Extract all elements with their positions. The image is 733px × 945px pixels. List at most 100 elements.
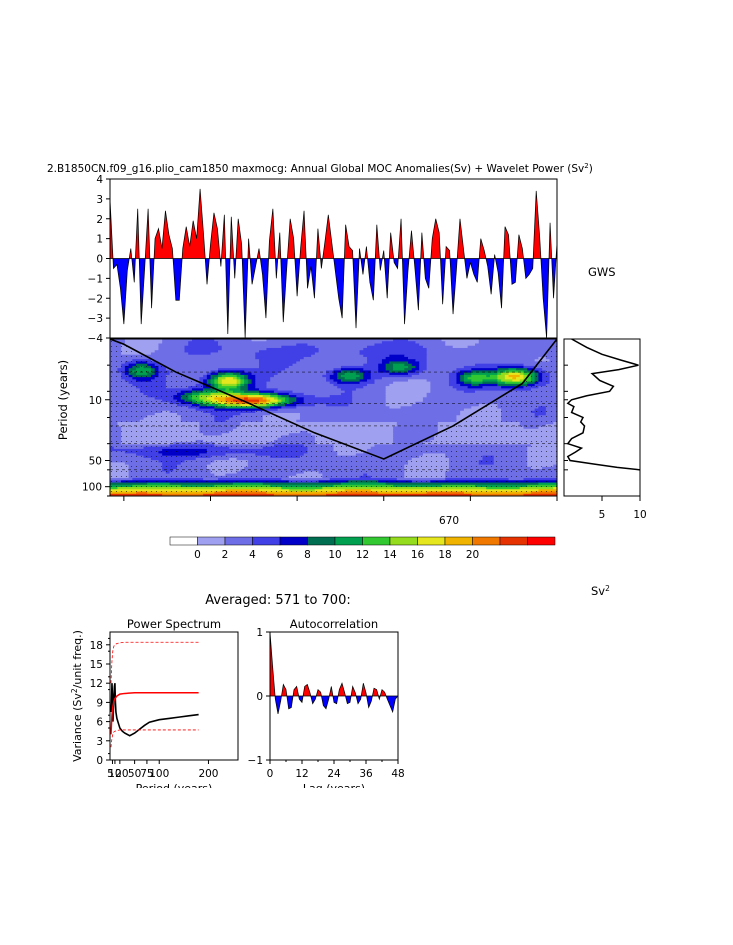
wavelet-power-cell xyxy=(393,365,409,369)
ytick-label: 18 xyxy=(90,640,103,652)
wavelet-power-cell xyxy=(285,399,290,403)
wavelet-power-cell xyxy=(266,404,275,407)
ytick-label: 6 xyxy=(96,717,103,729)
wavelet-power-cell xyxy=(411,404,480,407)
cone-of-influence-stipple xyxy=(110,339,557,496)
wavelet-power-cell xyxy=(478,339,557,342)
wavelet-power-cell xyxy=(363,368,379,371)
wavelet-power-cell xyxy=(430,390,465,394)
wavelet-power-cell xyxy=(259,401,268,405)
wavelet-power-cell xyxy=(247,388,260,392)
xtick-label: 24 xyxy=(327,768,341,780)
wavelet-power-cell xyxy=(303,392,342,396)
wavelet-power-cell xyxy=(378,370,390,374)
wavelet-power-cell xyxy=(318,350,361,354)
wavelet-power-cell xyxy=(188,343,219,347)
colorbar-label: 16 xyxy=(411,549,425,561)
wavelet-power-cell xyxy=(232,372,241,376)
ytick-label: 4 xyxy=(96,174,103,186)
wavelet-power-cell xyxy=(471,372,498,376)
wavelet-power-cell xyxy=(329,381,338,385)
wavelet-power-cell xyxy=(415,341,446,345)
wavelet-power-cell xyxy=(408,372,420,376)
wavelet-power-cell xyxy=(240,372,253,376)
wavelet-power-cell xyxy=(355,372,364,376)
wavelet-power-cell xyxy=(296,395,316,398)
wavelet-power-cell xyxy=(214,377,219,380)
wavelet-power-cell xyxy=(426,395,557,398)
wavelet-power-cell xyxy=(225,388,230,392)
wavelet-power-cell xyxy=(270,399,279,403)
wavelet-power-cell xyxy=(363,377,372,380)
wavelet-power-cell xyxy=(277,404,286,407)
wavelet-power-cell xyxy=(236,377,241,380)
wavelet-power-cell xyxy=(311,354,364,358)
wavelet-power-cell xyxy=(307,343,376,347)
wavelet-power-cell xyxy=(255,356,305,360)
colorbar-swatch xyxy=(307,536,336,546)
colorbar-label: 12 xyxy=(356,549,369,561)
wavelet-power-cell xyxy=(184,347,223,351)
crop-mask xyxy=(60,788,420,808)
wavelet-power-cell xyxy=(218,381,223,385)
wavelet-power-cell xyxy=(396,421,439,425)
colorbar-swatch xyxy=(334,536,363,546)
wavelet-power-cell xyxy=(415,370,424,374)
wavelet-power-cell xyxy=(408,361,420,365)
wavelet-power-cell xyxy=(415,359,428,363)
units-label: Sv2 xyxy=(591,584,610,599)
ytick-label: 12 xyxy=(90,678,103,690)
wavelet-power-cell xyxy=(158,343,189,347)
autocorrelation-axes: 1 0 −1 0 12 24 36 48 xyxy=(248,627,405,780)
wavelet-power-cell xyxy=(121,345,160,349)
wavelet-power-cell xyxy=(367,345,424,349)
wavelet-power-cell xyxy=(419,365,428,369)
wavelet-power-cell xyxy=(240,424,398,428)
wavelet-power-cell xyxy=(340,374,361,378)
wavelet-power-cell xyxy=(475,343,557,347)
wavelet-power-cell xyxy=(467,345,557,349)
wavelet-power-cell xyxy=(251,379,256,383)
wavelet-power-cell xyxy=(244,397,249,401)
wavelet-power-cell xyxy=(262,415,301,419)
wavelet-power-cell xyxy=(247,395,264,398)
wavelet-power-cell xyxy=(430,388,458,392)
wavelet-power-cell xyxy=(214,339,253,342)
wavelet-power-cell xyxy=(333,368,342,371)
wavelet-power-cell xyxy=(255,386,268,389)
wavelet-power-cell xyxy=(288,392,305,396)
wavelet-power-cell xyxy=(393,428,439,432)
wavelet-power-cell xyxy=(337,377,346,380)
wavelet-power-cell xyxy=(523,372,532,376)
wavelet-power-cell xyxy=(266,399,271,403)
power-spectrum-frame xyxy=(109,631,239,761)
wavelet-power-cell xyxy=(299,413,461,416)
wavelet-power-cell xyxy=(463,381,472,385)
wavelet-power-cell xyxy=(501,379,513,383)
wavelet-power-cell xyxy=(218,379,223,383)
gws-line xyxy=(566,338,641,471)
wavelet-power-cell xyxy=(255,354,312,358)
colorbar-swatch xyxy=(252,536,281,546)
wavelet-power-cell xyxy=(199,377,208,380)
wavelet-power-cell xyxy=(259,361,297,365)
wavelet-power-cell xyxy=(389,406,402,410)
wavelet-power-cell xyxy=(314,437,394,441)
wavelet-power-cell xyxy=(385,356,409,360)
colorbar-swatch xyxy=(362,536,391,546)
wavelet-power-cell xyxy=(169,372,208,376)
wavelet-power-cell xyxy=(389,361,409,365)
wavelet-power-cell xyxy=(206,374,212,378)
wavelet-power-cell xyxy=(251,372,279,376)
wavelet-power-cell xyxy=(259,399,268,403)
wavelet-power-cell xyxy=(314,345,368,349)
wavelet-power-cell xyxy=(471,381,484,385)
wavelet-power-cell xyxy=(497,381,506,385)
wavelet-power-cell xyxy=(206,381,212,385)
xtick-label: 200 xyxy=(198,768,218,780)
wavelet-power-cell xyxy=(296,399,305,403)
wavelet-power-cell xyxy=(385,390,431,394)
wavelet-power-cell xyxy=(322,374,331,378)
